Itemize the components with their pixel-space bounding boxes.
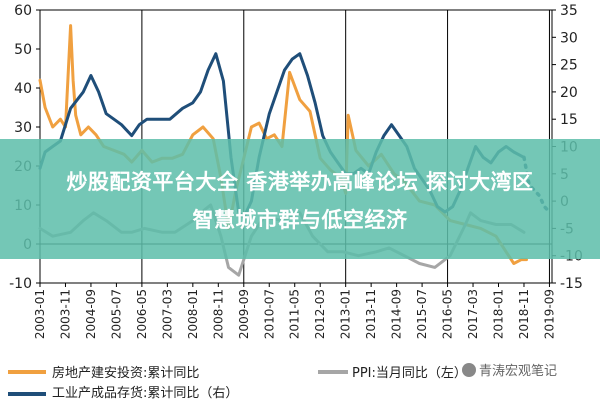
x-tick-label: 2007-03 — [160, 289, 174, 339]
watermark-text: 青涛宏观笔记 — [479, 364, 558, 379]
x-tick-label: 2008-11 — [211, 289, 225, 339]
x-tick-label: 2006-05 — [135, 289, 149, 339]
legend-swatch-inventory — [8, 392, 46, 396]
right-tick-label: -15 — [560, 276, 583, 292]
x-tick-label: 2003-11 — [58, 289, 72, 339]
x-tick-label: 2019-09 — [542, 289, 556, 339]
left-tick-label: -10 — [9, 276, 32, 292]
x-tick-label: 2003-01 — [33, 289, 47, 339]
x-tick-label: 2005-07 — [109, 289, 123, 339]
legend-swatch-real-estate — [8, 370, 46, 374]
x-tick-label: 2012-03 — [313, 289, 327, 339]
watermark: 青涛宏观笔记 — [462, 360, 557, 379]
x-tick-label: 2014-09 — [390, 289, 404, 339]
legend-label-inventory: 工业产成品存货:累计同比（右） — [52, 386, 239, 401]
x-tick-label: 2013-01 — [339, 289, 353, 339]
x-tick-label: 2015-07 — [415, 289, 429, 339]
right-tick-label: 15 — [560, 112, 578, 128]
x-tick-label: 2017-03 — [466, 289, 480, 339]
banner-line-1: 炒股配资平台大全 香港举办高峰论坛 探讨大湾区 — [66, 170, 534, 194]
x-tick-label: 2008-01 — [186, 289, 200, 339]
x-tick-label: 2013-11 — [364, 289, 378, 339]
legend-label-ppi: PPI:当月同比（左） — [352, 366, 467, 381]
banner-line-2: 智慧城市群与低空经济 — [192, 208, 408, 232]
x-tick-label: 2011-05 — [288, 289, 302, 339]
x-tick-label: 2010-07 — [262, 289, 276, 339]
legend-label-real-estate: 房地产建安投资:累计同比 — [52, 366, 200, 381]
x-tick-label: 2009-09 — [237, 289, 251, 339]
right-tick-label: 20 — [560, 85, 578, 101]
x-tick-label: 2018-01 — [492, 289, 506, 339]
left-tick-label: 60 — [14, 3, 32, 19]
left-tick-label: 50 — [14, 42, 32, 58]
right-tick-label: 25 — [560, 58, 578, 74]
right-tick-label: 35 — [560, 3, 578, 19]
x-tick-label: 2016-05 — [441, 289, 455, 339]
overlay-banner — [0, 139, 600, 259]
wechat-logo-icon — [462, 363, 476, 377]
left-tick-label: 40 — [14, 81, 32, 97]
x-tick-label: 2004-09 — [84, 289, 98, 339]
right-tick-label: 30 — [560, 30, 578, 46]
left-tick-label: 30 — [14, 120, 32, 136]
legend-swatch-ppi — [318, 370, 348, 374]
x-tick-label: 2018-11 — [517, 289, 531, 339]
